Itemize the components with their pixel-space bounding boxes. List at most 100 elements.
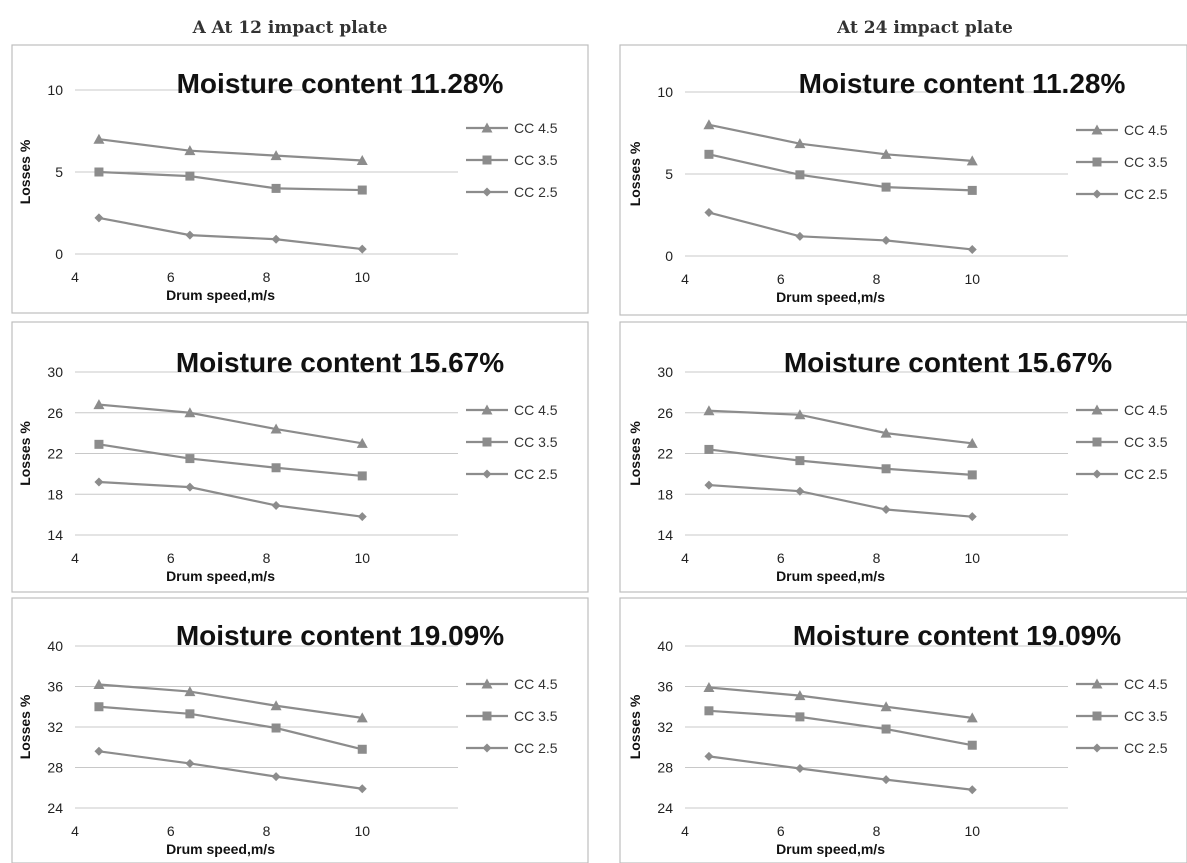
x-tick-label: 4 xyxy=(71,550,79,566)
data-point xyxy=(967,740,977,750)
data-point xyxy=(185,482,195,492)
data-point xyxy=(185,709,195,719)
data-point xyxy=(185,454,195,464)
panel-border xyxy=(11,321,589,593)
data-point xyxy=(94,477,104,487)
x-tick-label: 6 xyxy=(777,271,785,287)
legend-label: CC 4.5 xyxy=(514,120,558,136)
legend-label: CC 2.5 xyxy=(1124,186,1168,202)
chart-panel-3: 14 18 22 26 30 4 6 8 10 Drum speed,m/s Losses % Moi… xyxy=(11,321,589,593)
legend-marker xyxy=(1092,189,1102,199)
x-axis-label: Drum speed,m/s xyxy=(166,287,275,303)
y-axis-label: Losses % xyxy=(627,694,643,759)
chart-title: Moisture content 15.67% xyxy=(176,347,504,378)
legend-label: CC 2.5 xyxy=(514,184,558,200)
legend-label: CC 3.5 xyxy=(1124,434,1168,450)
chart-title: Moisture content 11.28% xyxy=(799,68,1126,99)
legend-label: CC 3.5 xyxy=(514,434,558,450)
legend-label: CC 3.5 xyxy=(514,708,558,724)
y-tick-label: 10 xyxy=(657,84,673,100)
y-tick-label: 22 xyxy=(47,446,63,462)
chart-title: Moisture content 15.67% xyxy=(784,347,1112,378)
y-tick-label: 40 xyxy=(47,638,63,654)
y-tick-label: 5 xyxy=(665,166,673,182)
panel-border xyxy=(619,44,1187,316)
legend-label: CC 2.5 xyxy=(514,740,558,756)
y-tick-label: 14 xyxy=(47,527,63,543)
data-point xyxy=(94,702,104,712)
x-axis-label: Drum speed,m/s xyxy=(776,841,885,857)
data-point xyxy=(704,149,714,159)
data-point xyxy=(795,486,805,496)
data-point xyxy=(271,723,281,733)
y-tick-label: 28 xyxy=(47,760,63,776)
legend-marker xyxy=(1091,404,1103,415)
chart-panel-4: 14 18 22 26 30 4 6 8 10 Drum speed,m/s Losses % Moi… xyxy=(619,321,1187,593)
y-tick-label: 32 xyxy=(47,719,63,735)
y-tick-label: 14 xyxy=(657,527,673,543)
legend-marker xyxy=(482,187,492,197)
legend-marker xyxy=(481,678,493,689)
x-tick-label: 6 xyxy=(777,823,785,839)
data-point xyxy=(966,712,978,723)
data-point xyxy=(881,724,891,734)
y-tick-label: 24 xyxy=(47,800,63,816)
panel-border xyxy=(619,321,1187,593)
legend-label: CC 3.5 xyxy=(1124,154,1168,170)
x-tick-label: 4 xyxy=(71,269,79,285)
x-tick-label: 10 xyxy=(964,550,980,566)
y-tick-label: 18 xyxy=(47,486,63,502)
y-tick-label: 30 xyxy=(47,364,63,380)
data-point xyxy=(271,463,281,473)
legend-marker xyxy=(481,122,493,133)
y-axis-label: Losses % xyxy=(627,421,643,486)
legend-marker xyxy=(1091,678,1103,689)
panel-border xyxy=(11,597,589,863)
legend-label: CC 4.5 xyxy=(514,402,558,418)
data-point xyxy=(704,480,714,490)
legend-label: CC 4.5 xyxy=(514,676,558,692)
x-axis-label: Drum speed,m/s xyxy=(166,841,275,857)
chart-title: Moisture content 19.09% xyxy=(176,620,504,651)
y-tick-label: 30 xyxy=(657,364,673,380)
y-tick-label: 22 xyxy=(657,446,673,462)
legend-label: CC 4.5 xyxy=(1124,402,1168,418)
data-point xyxy=(967,185,977,195)
x-tick-label: 10 xyxy=(354,550,370,566)
data-point xyxy=(184,686,196,697)
series-line-cc-3-5 xyxy=(708,709,973,747)
x-tick-label: 8 xyxy=(263,269,271,285)
data-point xyxy=(185,758,195,768)
x-tick-label: 10 xyxy=(964,271,980,287)
data-point xyxy=(94,167,104,177)
data-point xyxy=(93,678,105,689)
y-axis-label: Losses % xyxy=(627,141,643,206)
y-tick-label: 28 xyxy=(657,760,673,776)
chart-panel-1: 0 5 10 4 6 8 10 Drum speed,m/s Losses % Moisture … xyxy=(11,44,589,314)
series-line-cc-3-5 xyxy=(98,705,363,751)
data-point xyxy=(357,744,367,754)
data-point xyxy=(703,119,715,130)
x-tick-label: 4 xyxy=(71,823,79,839)
x-tick-label: 10 xyxy=(354,823,370,839)
data-point xyxy=(795,456,805,466)
chart-title: Moisture content 11.28% xyxy=(177,68,504,99)
data-point xyxy=(93,399,105,410)
data-point xyxy=(94,439,104,449)
data-point xyxy=(881,464,891,474)
y-tick-label: 36 xyxy=(47,679,63,695)
data-point xyxy=(795,764,805,774)
x-tick-label: 4 xyxy=(681,550,689,566)
data-point xyxy=(795,170,805,180)
data-point xyxy=(357,471,367,481)
data-point xyxy=(271,772,281,782)
series-line-cc-4-5 xyxy=(708,123,973,162)
data-point xyxy=(967,512,977,522)
legend-label: CC 2.5 xyxy=(514,466,558,482)
data-point xyxy=(881,775,891,785)
x-axis-label: Drum speed,m/s xyxy=(776,289,885,305)
data-point xyxy=(967,244,977,254)
data-point xyxy=(880,148,892,159)
data-point xyxy=(357,244,367,254)
panel-border xyxy=(11,44,589,314)
